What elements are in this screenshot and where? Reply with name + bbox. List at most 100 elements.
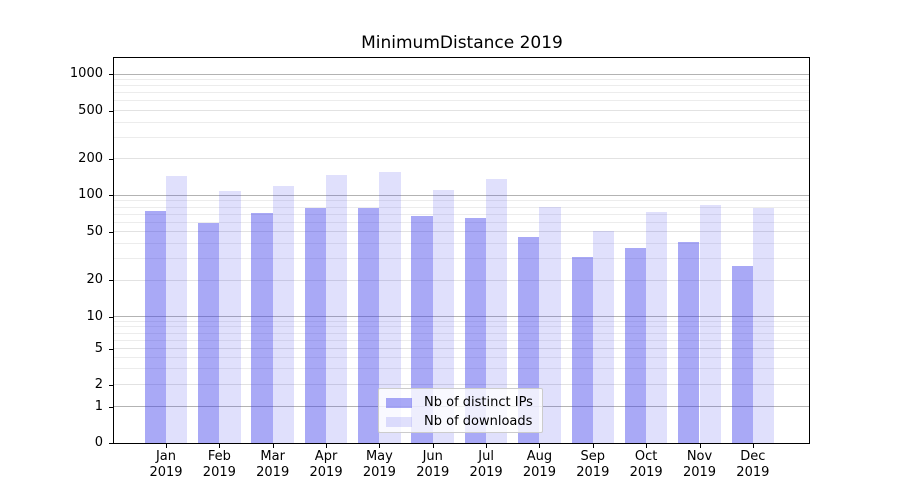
legend-label-downloads: Nb of downloads bbox=[424, 414, 533, 429]
x-tick-label: Mar 2019 bbox=[256, 449, 290, 480]
bar-distinct-ips bbox=[411, 215, 433, 443]
bar-downloads bbox=[752, 207, 775, 443]
y-tick-label: 1000 bbox=[69, 66, 103, 81]
bar-downloads bbox=[699, 205, 721, 443]
x-tick-label: Jan 2019 bbox=[149, 449, 183, 480]
bar-downloads bbox=[592, 230, 615, 443]
x-tick-label: Sep 2019 bbox=[576, 449, 610, 480]
bar-distinct-ips bbox=[731, 266, 753, 443]
x-tick-label: Dec 2019 bbox=[736, 449, 770, 480]
gridline-major bbox=[114, 316, 809, 318]
x-tick-label: Feb 2019 bbox=[202, 449, 236, 480]
y-tick-mark bbox=[109, 158, 114, 160]
x-tick-label: Nov 2019 bbox=[682, 449, 717, 480]
y-tick-label: 0 bbox=[94, 435, 103, 450]
y-tick-mark bbox=[109, 384, 114, 386]
x-tick-label: Jul 2019 bbox=[469, 449, 503, 480]
y-tick-mark bbox=[109, 74, 114, 75]
bar-downloads bbox=[486, 179, 508, 443]
x-tick-label: May 2019 bbox=[362, 449, 396, 480]
y-tick-label: 20 bbox=[86, 272, 103, 288]
axis-spine-bottom bbox=[113, 443, 810, 444]
gridline-minor bbox=[114, 92, 809, 94]
x-tick-mark bbox=[219, 444, 221, 448]
bar-distinct-ips bbox=[304, 207, 327, 443]
axis-spine-right bbox=[809, 57, 810, 444]
bar-downloads bbox=[272, 185, 294, 443]
bar-downloads bbox=[166, 176, 188, 443]
bar-downloads bbox=[432, 190, 455, 443]
y-tick-mark bbox=[109, 443, 114, 444]
bar-distinct-ips bbox=[358, 207, 380, 443]
gridline-minor bbox=[114, 121, 809, 123]
gridline-minor bbox=[114, 332, 809, 334]
x-tick-mark bbox=[646, 444, 648, 448]
y-tick-label: 50 bbox=[86, 223, 103, 239]
legend-item-downloads: Nb of downloads bbox=[379, 412, 542, 431]
gridline-minor bbox=[114, 206, 809, 208]
gridline-mid bbox=[114, 231, 809, 233]
gridline-minor bbox=[114, 85, 809, 87]
bar-distinct-ips bbox=[144, 211, 166, 443]
x-tick-label: Aug 2019 bbox=[522, 449, 556, 480]
gridline-minor bbox=[114, 368, 809, 370]
y-tick-label: 500 bbox=[78, 102, 103, 118]
bar-distinct-ips bbox=[571, 256, 593, 443]
chart-title: MinimumDistance 2019 bbox=[361, 33, 563, 53]
y-tick-mark bbox=[109, 406, 114, 408]
gridline-minor bbox=[114, 258, 809, 260]
bar-distinct-ips bbox=[251, 212, 273, 443]
gridline-minor bbox=[114, 79, 809, 81]
bar-downloads bbox=[326, 174, 348, 443]
gridline-major bbox=[114, 194, 809, 196]
x-tick-mark bbox=[432, 444, 434, 448]
bar-downloads bbox=[219, 190, 241, 443]
y-tick-mark bbox=[109, 195, 114, 197]
bar-distinct-ips bbox=[464, 217, 487, 443]
axis-spine-left bbox=[113, 57, 114, 444]
x-tick-mark bbox=[699, 444, 701, 448]
y-tick-label: 100 bbox=[78, 187, 103, 203]
y-tick-mark bbox=[109, 231, 114, 233]
x-tick-mark bbox=[486, 444, 488, 448]
gridline-mid bbox=[114, 110, 809, 111]
y-tick-label: 200 bbox=[78, 150, 103, 166]
gridline-minor bbox=[114, 326, 809, 328]
legend-label-distinct-ips: Nb of distinct IPs bbox=[424, 395, 533, 410]
gridline-minor bbox=[114, 100, 809, 102]
legend: Nb of distinct IPs Nb of downloads bbox=[378, 388, 543, 433]
bar-distinct-ips bbox=[198, 223, 220, 443]
y-tick-mark bbox=[109, 316, 114, 318]
x-tick-label: Oct 2019 bbox=[629, 449, 663, 480]
bar-downloads bbox=[379, 172, 401, 443]
x-tick-mark bbox=[539, 444, 541, 448]
x-tick-label: Apr 2019 bbox=[309, 449, 343, 480]
bar-distinct-ips bbox=[678, 242, 700, 443]
x-tick-mark bbox=[326, 444, 328, 448]
y-tick-label: 1 bbox=[94, 398, 103, 414]
gridline-minor bbox=[114, 339, 809, 341]
gridline-minor bbox=[114, 243, 809, 245]
gridline-major bbox=[114, 73, 809, 75]
y-tick-mark bbox=[109, 110, 114, 112]
x-tick-mark bbox=[272, 444, 274, 448]
bar-downloads bbox=[539, 207, 561, 443]
gridline-minor bbox=[114, 356, 809, 358]
x-tick-mark bbox=[592, 444, 594, 448]
x-tick-label: Jun 2019 bbox=[416, 449, 450, 480]
y-tick-mark bbox=[109, 348, 114, 350]
legend-item-distinct-ips: Nb of distinct IPs bbox=[379, 393, 542, 412]
legend-swatch-distinct-ips bbox=[386, 397, 412, 408]
bar-distinct-ips bbox=[624, 247, 647, 443]
x-tick-mark bbox=[379, 444, 381, 448]
gridline-minor bbox=[114, 321, 809, 323]
gridline-mid bbox=[114, 158, 809, 160]
x-tick-mark bbox=[166, 444, 167, 448]
gridline-minor bbox=[114, 213, 809, 215]
bar-downloads bbox=[646, 211, 668, 443]
gridline-mid bbox=[114, 348, 809, 349]
gridline-mid bbox=[114, 384, 809, 385]
axis-spine-top bbox=[113, 57, 810, 58]
gridline-minor bbox=[114, 136, 809, 138]
